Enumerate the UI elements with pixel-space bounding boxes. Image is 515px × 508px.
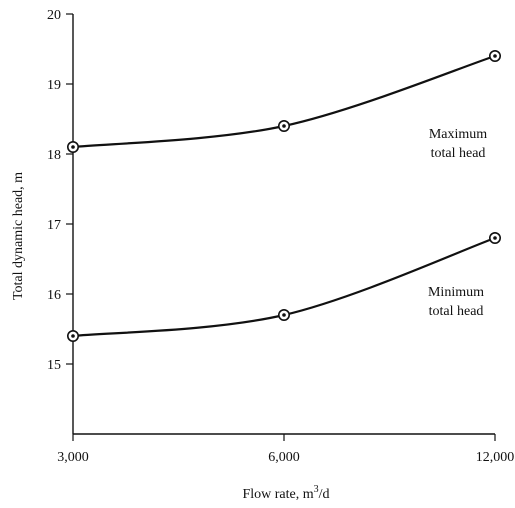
- data-point-dot-2-2: [282, 313, 286, 317]
- x-tick-label-6000: 6,000: [268, 450, 300, 465]
- series-labels: Maximum total head Minimum total head: [428, 127, 487, 319]
- x-axis-label: Flow rate, m3/d: [242, 484, 329, 502]
- y-tick-label-17: 17: [47, 218, 61, 233]
- series-label-2-line-2: total head: [429, 304, 484, 319]
- series-label-1-line-2: total head: [431, 146, 486, 161]
- series-label-2-line-1: Minimum: [428, 285, 484, 300]
- x-axis-label-suffix: /d: [319, 487, 330, 502]
- x-axis-label-text: Flow rate, m: [242, 487, 313, 502]
- x-tick-label-12000: 12,000: [476, 450, 515, 465]
- y-ticks: 15 16 17 18 19 20: [47, 8, 73, 373]
- y-tick-label-20: 20: [47, 8, 61, 23]
- y-tick-label-19: 19: [47, 78, 61, 93]
- axes: [72, 14, 495, 435]
- data-point-dot-1-2: [282, 124, 286, 128]
- series-label-1-line-1: Maximum: [429, 127, 487, 142]
- y-tick-label-16: 16: [47, 288, 61, 303]
- data-point-dot-1-1: [71, 145, 75, 149]
- y-tick-label-18: 18: [47, 148, 61, 163]
- series-group: [67, 49, 501, 342]
- y-axis-label: Total dynamic head, m: [11, 172, 26, 300]
- data-point-dot-2-3: [493, 236, 497, 240]
- y-tick-label-15: 15: [47, 358, 61, 373]
- data-point-dot-2-1: [71, 334, 75, 338]
- data-point-dot-1-3: [493, 54, 497, 58]
- x-tick-label-3000: 3,000: [57, 450, 89, 465]
- series-label-1: Maximum total head: [429, 127, 487, 161]
- series-label-2: Minimum total head: [428, 285, 484, 319]
- x-axis-label-superscript: 3: [314, 484, 319, 495]
- x-ticks: 3,000 6,000 12,000: [57, 434, 514, 465]
